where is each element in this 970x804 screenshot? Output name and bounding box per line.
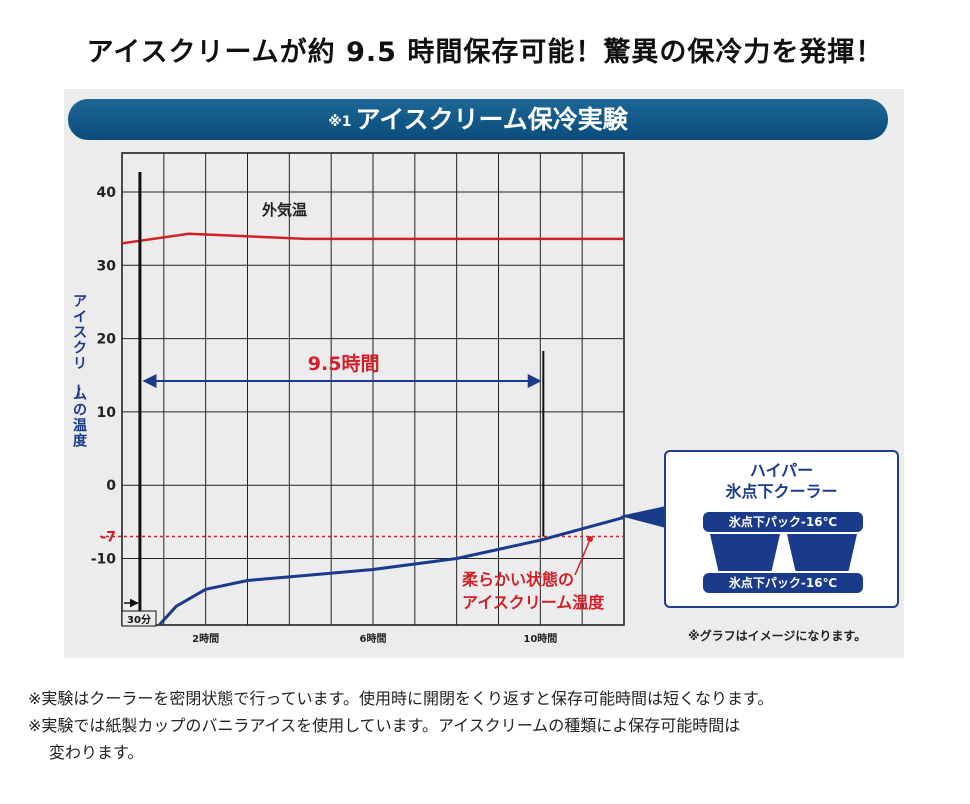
page-title: アイスクリームが約 9.5 時間保存可能！驚異の保冷力を発揮！ [86,37,884,68]
x-tick-label: 2時間 [192,632,219,645]
ice-pack-bottom: 氷点下パック-16℃ [703,573,863,593]
outside-temp-label: 外気温 [261,201,307,219]
ice-cream-cup-right [787,534,857,571]
footnote-2-continued: 変わります。 [49,743,144,762]
y-axis-label: アイスクリームの温度 [69,294,88,450]
y-axis-label-char: ム [73,387,87,403]
cooler-title: ハイパー 氷点下クーラー [666,460,897,502]
y-axis-label-char: ス [73,325,87,341]
banner-note-mark: ※1 [328,114,352,130]
start-marker-box [121,610,157,627]
y-axis-label-char: 温 [73,418,87,434]
y-tick-label: 30 [97,258,117,274]
y-axis-label-char: 度 [73,433,88,450]
banner-title: アイスクリーム保冷実験 [355,105,628,134]
footnotes: ※実験はクーラーを密閉状態で行っています。使用時に開閉をくり返すと保存可能時間は… [28,685,958,766]
cooler-callout-pointer [620,506,666,528]
footnote-2: ※実験では紙製カップのバニラアイスを使用しています。アイスクリームの種類によ保存… [28,716,741,735]
span-label: 9.5時間 [308,353,380,375]
y-axis-label-char: イ [73,310,87,326]
cooler-title-line2: 氷点下クーラー [725,482,838,501]
y-axis-label-char: の [73,403,87,419]
cooler-illustration: ハイパー 氷点下クーラー 氷点下パック-16℃ 氷点下パック-16℃ [664,450,899,608]
y-tick-label: 10 [97,405,117,421]
graph-image-note: ※グラフはイメージになります。 [688,629,867,643]
y-tick-label: -10 [91,552,117,568]
ice-pack-top: 氷点下パック-16℃ [703,512,863,532]
y-axis-label-char: ク [73,341,87,357]
y-axis-label-char: リ [73,356,87,372]
ice-cream-label-pointer-dot [587,536,593,542]
outside-temp-line [121,232,624,245]
ice-cream-temp-line [158,516,625,626]
x-tick-label: 6時間 [360,632,387,645]
y-tick-label: 0 [106,478,116,494]
x-tick-label: 10時間 [523,632,557,645]
start-marker-label: 30分 [127,613,151,626]
reference-line-label: -7 [100,530,116,546]
ice-cream-temp-label-line1: 柔らかい状態の [461,570,574,589]
ice-cream-cup-left [710,534,780,571]
experiment-banner: ※1 アイスクリーム保冷実験 [68,99,888,140]
y-tick-label: 20 [97,332,117,348]
y-axis-label-char: ー [69,384,85,398]
cooler-title-line1: ハイパー [749,461,814,480]
ice-cream-temp-label-line2: アイスクリーム温度 [462,593,605,612]
y-tick-label: 40 [97,185,117,201]
y-axis-label-char: ア [73,294,87,310]
ice-cream-label-pointer [574,541,590,576]
footnote-1: ※実験はクーラーを密閉状態で行っています。使用時に開閉をくり返すと保存可能時間は… [28,689,774,708]
